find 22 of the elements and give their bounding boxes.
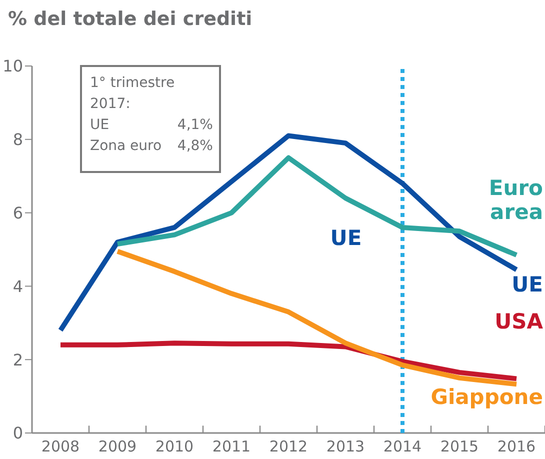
annotation: UE	[329, 226, 363, 250]
series-label: UE	[512, 272, 543, 297]
x-tick-label: 2008	[41, 438, 80, 456]
y-tick-label: 10	[2, 56, 23, 76]
chart-title: % del totale dei crediti	[8, 8, 252, 30]
x-tick-label: 2012	[269, 438, 308, 456]
text: USA	[494, 310, 544, 334]
series-label: Euro area	[488, 176, 543, 224]
y-tick-label: 8	[12, 130, 23, 150]
y-tick-label: 0	[12, 424, 23, 443]
y-tick-label: 2	[12, 350, 23, 370]
y-tick-label: 4	[12, 276, 23, 296]
x-tick-label: 2014	[383, 438, 422, 456]
x-tick-label: 2011	[212, 438, 251, 456]
x-tick-label: 2009	[98, 438, 137, 456]
x-tick-label: 2010	[155, 438, 194, 456]
x-tick-label: 2013	[326, 438, 365, 456]
x-tick-label: 2015	[440, 438, 479, 456]
x-tick-label: 2016	[497, 438, 536, 456]
text: 1° trimestre 2017: UE 4,1% Zona euro 4,8%	[90, 75, 213, 154]
series-label: Giappone	[430, 385, 543, 410]
y-tick-label: 6	[12, 203, 23, 222]
